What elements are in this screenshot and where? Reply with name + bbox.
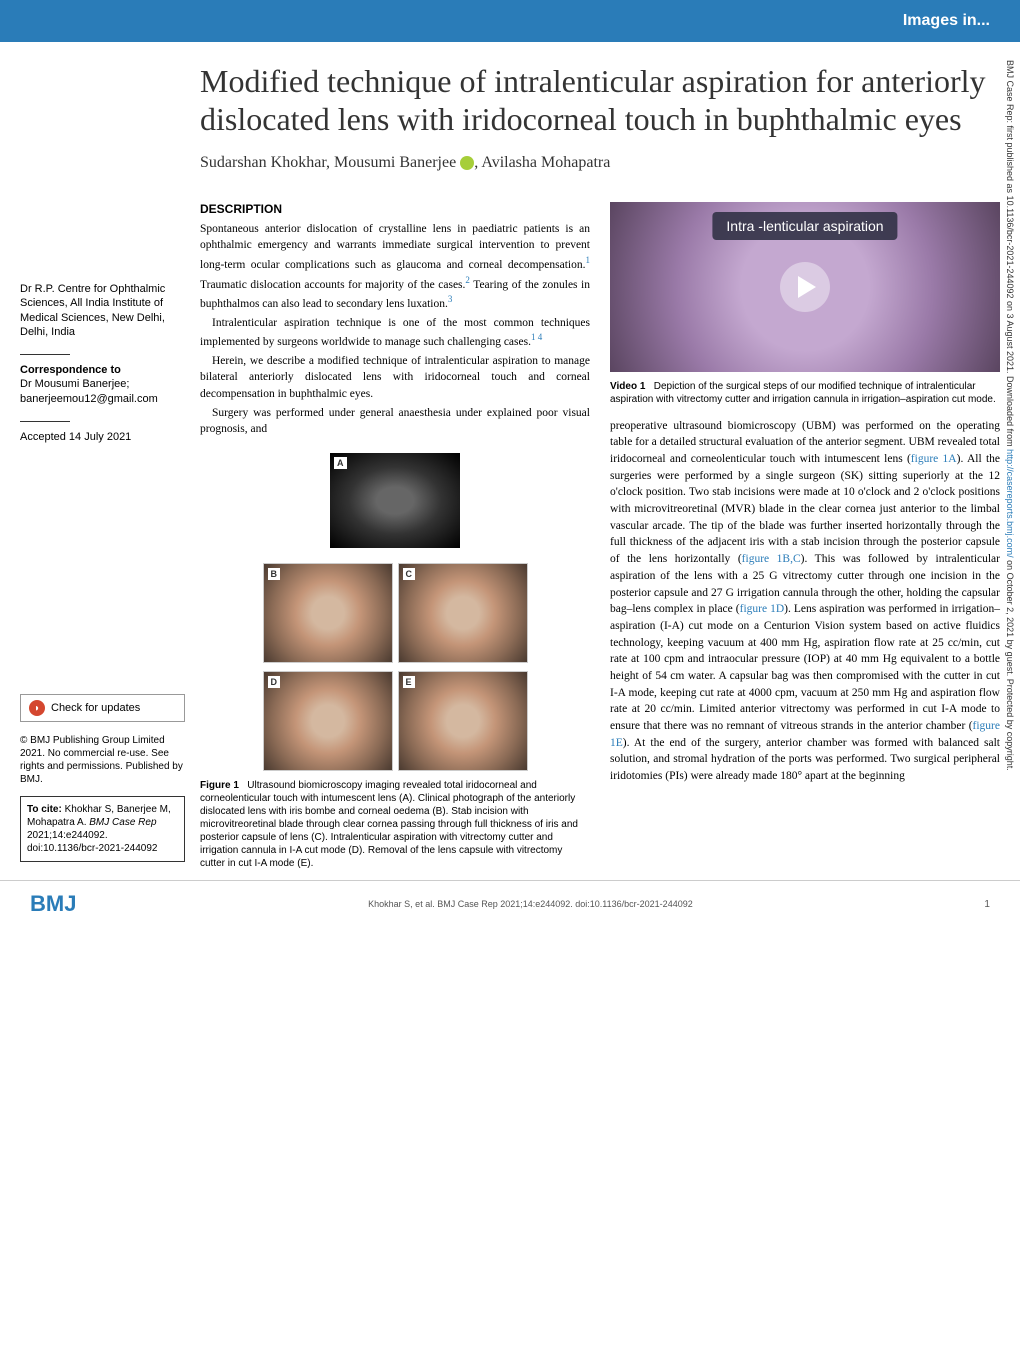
bmj-logo: BMJ: [30, 891, 76, 917]
para1-part1: Spontaneous anterior dislocation of crys…: [200, 223, 590, 271]
panel-label-e: E: [403, 676, 415, 688]
accepted-block: Accepted 14 July 2021: [20, 430, 185, 444]
ref-link[interactable]: 1 4: [531, 332, 542, 342]
figure-panel-a: A: [330, 453, 460, 548]
orcid-icon[interactable]: [460, 156, 474, 170]
authors-primary: Sudarshan Khokhar, Mousumi Banerjee: [200, 154, 456, 171]
figure-panel-b: B: [263, 563, 393, 663]
video-label: Video 1: [610, 381, 645, 392]
cite-details: 2021;14:e244092. doi:10.1136/bcr-2021-24…: [27, 830, 157, 854]
figure-link[interactable]: figure 1D: [740, 603, 785, 615]
affiliation-block: Dr R.P. Centre for Ophthalmic Sciences, …: [20, 282, 185, 339]
para4: Surgery was performed under general anae…: [200, 405, 590, 438]
correspondence-heading: Correspondence to: [20, 363, 185, 377]
figure-link[interactable]: figure 1B,C: [742, 553, 801, 565]
ref-link[interactable]: 1: [586, 255, 591, 265]
panel-label-c: C: [403, 568, 416, 580]
ubm-image: [330, 453, 460, 548]
vertical-text-part1: BMJ Case Rep: first published as 10.1136…: [1005, 60, 1015, 449]
citation-box: To cite: Khokhar S, Banerjee M, Mohapatr…: [20, 796, 185, 862]
video-1-caption: Video 1 Depiction of the surgical steps …: [610, 380, 1000, 406]
figure-label: Figure 1: [200, 780, 239, 791]
banner-label: Images in...: [903, 12, 990, 30]
para5-part5: ). At the end of the surgery, anterior c…: [610, 737, 1000, 782]
left-column: DESCRIPTION Spontaneous anterior disloca…: [200, 202, 590, 870]
page-number: 1: [984, 899, 990, 910]
figure-caption-text: Ultrasound biomicroscopy imaging reveale…: [200, 780, 578, 869]
play-button-icon: [780, 262, 830, 312]
vertical-copyright-text: BMJ Case Rep: first published as 10.1136…: [1005, 60, 1015, 1310]
figure-link[interactable]: figure 1A: [911, 453, 957, 465]
figure-row-de: D E: [200, 671, 590, 771]
check-updates-label: Check for updates: [51, 701, 140, 715]
right-body-text: preoperative ultrasound biomicroscopy (U…: [610, 418, 1000, 785]
two-column-layout: DESCRIPTION Spontaneous anterior disloca…: [200, 202, 1000, 870]
footer-citation: Khokhar S, et al. BMJ Case Rep 2021;14:e…: [368, 899, 693, 909]
authors-suffix: , Avilasha Mohapatra: [474, 154, 610, 171]
figure-1-caption: Figure 1 Ultrasound biomicroscopy imagin…: [200, 779, 590, 870]
correspondence-name: Dr Mousumi Banerjee;: [20, 377, 185, 391]
figure-1: A B C D: [200, 453, 590, 870]
para5-part2: ). All the surgeries were performed by a…: [610, 453, 1000, 565]
article-title: Modified technique of intralenticular as…: [200, 62, 1000, 139]
video-caption-text: Depiction of the surgical steps of our m…: [610, 381, 996, 405]
para1-part2: Traumatic dislocation accounts for major…: [200, 278, 465, 290]
para5-part4: ). Lens aspiration was performed in irri…: [610, 603, 1000, 732]
copyright-text: © BMJ Publishing Group Limited 2021. No …: [20, 734, 185, 786]
divider: [20, 354, 70, 355]
authors-line: Sudarshan Khokhar, Mousumi Banerjee , Av…: [200, 154, 1000, 172]
category-banner: Images in...: [0, 0, 1020, 42]
sidebar: Dr R.P. Centre for Ophthalmic Sciences, …: [20, 42, 200, 870]
main-content: Modified technique of intralenticular as…: [200, 42, 1000, 870]
play-triangle-icon: [798, 276, 816, 298]
correspondence-block: Correspondence to Dr Mousumi Banerjee; b…: [20, 363, 185, 406]
vertical-link[interactable]: http://casereports.bmj.com/: [1005, 449, 1015, 558]
panel-label-a: A: [334, 457, 347, 469]
para3: Herein, we describe a modified technique…: [200, 353, 590, 403]
video-overlay-title: Intra -lenticular aspiration: [712, 212, 897, 240]
description-body: Spontaneous anterior dislocation of crys…: [200, 221, 590, 438]
panel-label-b: B: [268, 568, 281, 580]
check-updates-button[interactable]: ◗ Check for updates: [20, 694, 185, 722]
figure-panel-e: E: [398, 671, 528, 771]
video-1: Intra -lenticular aspiration Video 1 Dep…: [610, 202, 1000, 406]
video-thumbnail[interactable]: Intra -lenticular aspiration: [610, 202, 1000, 372]
right-column: Intra -lenticular aspiration Video 1 Dep…: [610, 202, 1000, 870]
affiliation-text: Dr R.P. Centre for Ophthalmic Sciences, …: [20, 282, 185, 339]
vertical-text-part2: on October 2, 2021 by guest. Protected b…: [1005, 558, 1015, 771]
bookmark-icon: ◗: [29, 700, 45, 716]
content-wrapper: Dr R.P. Centre for Ophthalmic Sciences, …: [0, 42, 1020, 870]
accepted-date: Accepted 14 July 2021: [20, 430, 185, 444]
figure-panel-c: C: [398, 563, 528, 663]
ref-link[interactable]: 3: [448, 294, 453, 304]
page-footer: BMJ Khokhar S, et al. BMJ Case Rep 2021;…: [0, 880, 1020, 927]
cite-journal: BMJ Case Rep: [89, 817, 156, 828]
correspondence-email[interactable]: banerjeemou12@gmail.com: [20, 392, 185, 406]
figure-panel-d: D: [263, 671, 393, 771]
panel-label-d: D: [268, 676, 281, 688]
figure-row-bc: B C: [200, 563, 590, 663]
divider: [20, 421, 70, 422]
cite-label: To cite:: [27, 804, 62, 815]
section-heading: DESCRIPTION: [200, 202, 590, 216]
